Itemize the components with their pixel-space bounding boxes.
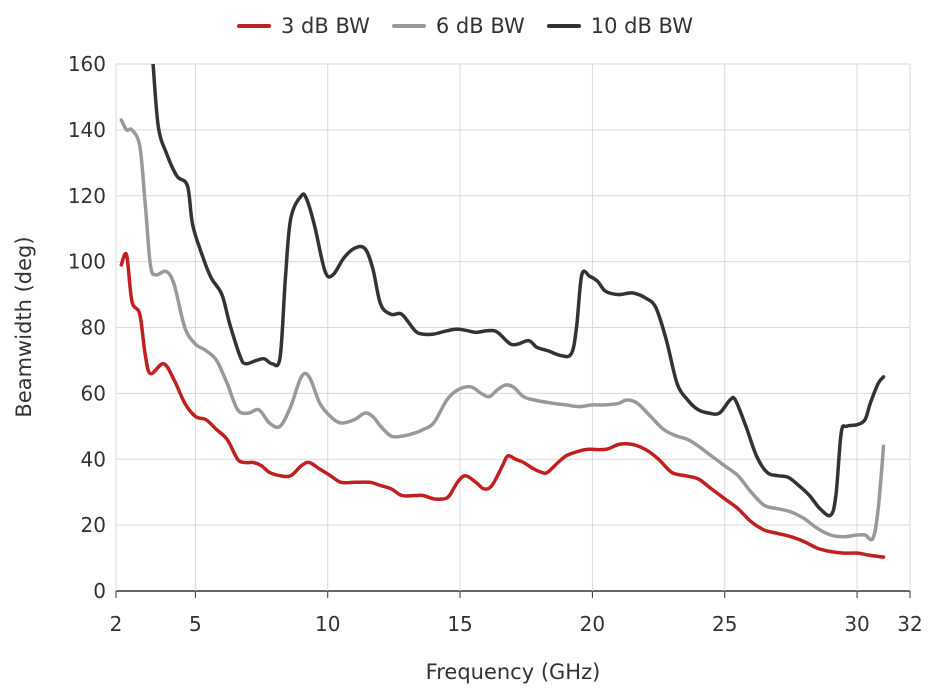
x-tick-label: 20 <box>580 612 605 636</box>
legend-label: 6 dB BW <box>435 14 525 38</box>
legend-item-10-db-bw: 10 dB BW <box>546 14 693 38</box>
y-tick-label: 60 <box>81 381 106 405</box>
x-tick-label: 15 <box>447 612 472 636</box>
x-axis-title: Frequency (GHz) <box>426 660 601 684</box>
legend-swatch <box>237 24 271 28</box>
y-tick-label: 80 <box>81 316 106 340</box>
y-tick-label: 120 <box>68 184 106 208</box>
x-tick-label: 2 <box>110 612 123 636</box>
y-tick-label: 140 <box>68 118 106 142</box>
legend-item-6-db-bw: 6 dB BW <box>391 14 525 38</box>
x-tick-label: 30 <box>844 612 869 636</box>
y-tick-label: 100 <box>68 250 106 274</box>
grid-lines <box>115 63 911 598</box>
y-tick-label: 0 <box>93 579 106 603</box>
legend-item-3-db-bw: 3 dB BW <box>237 14 370 38</box>
series-line-6-db-bw <box>119 118 886 542</box>
legend-label: 3 dB BW <box>281 14 370 38</box>
y-tick-label: 160 <box>68 52 106 76</box>
x-tick-label: 32 <box>897 612 922 636</box>
x-tick-label: 5 <box>189 612 202 636</box>
series-line-10-db-bw <box>151 64 886 518</box>
series-line-3-db-bw <box>119 251 886 559</box>
legend-swatch <box>391 24 426 28</box>
x-tick-label: 25 <box>712 612 737 636</box>
legend-swatch <box>546 24 581 28</box>
y-tick-label: 40 <box>81 447 106 471</box>
y-tick-label: 20 <box>81 513 106 537</box>
series-lines <box>119 64 886 559</box>
x-tick-label: 10 <box>315 612 340 636</box>
chart-legend: 3 dB BW 6 dB BW 10 dB BW <box>0 14 930 38</box>
y-axis-title: Beamwidth (deg) <box>12 236 36 417</box>
legend-label: 10 dB BW <box>590 14 693 38</box>
